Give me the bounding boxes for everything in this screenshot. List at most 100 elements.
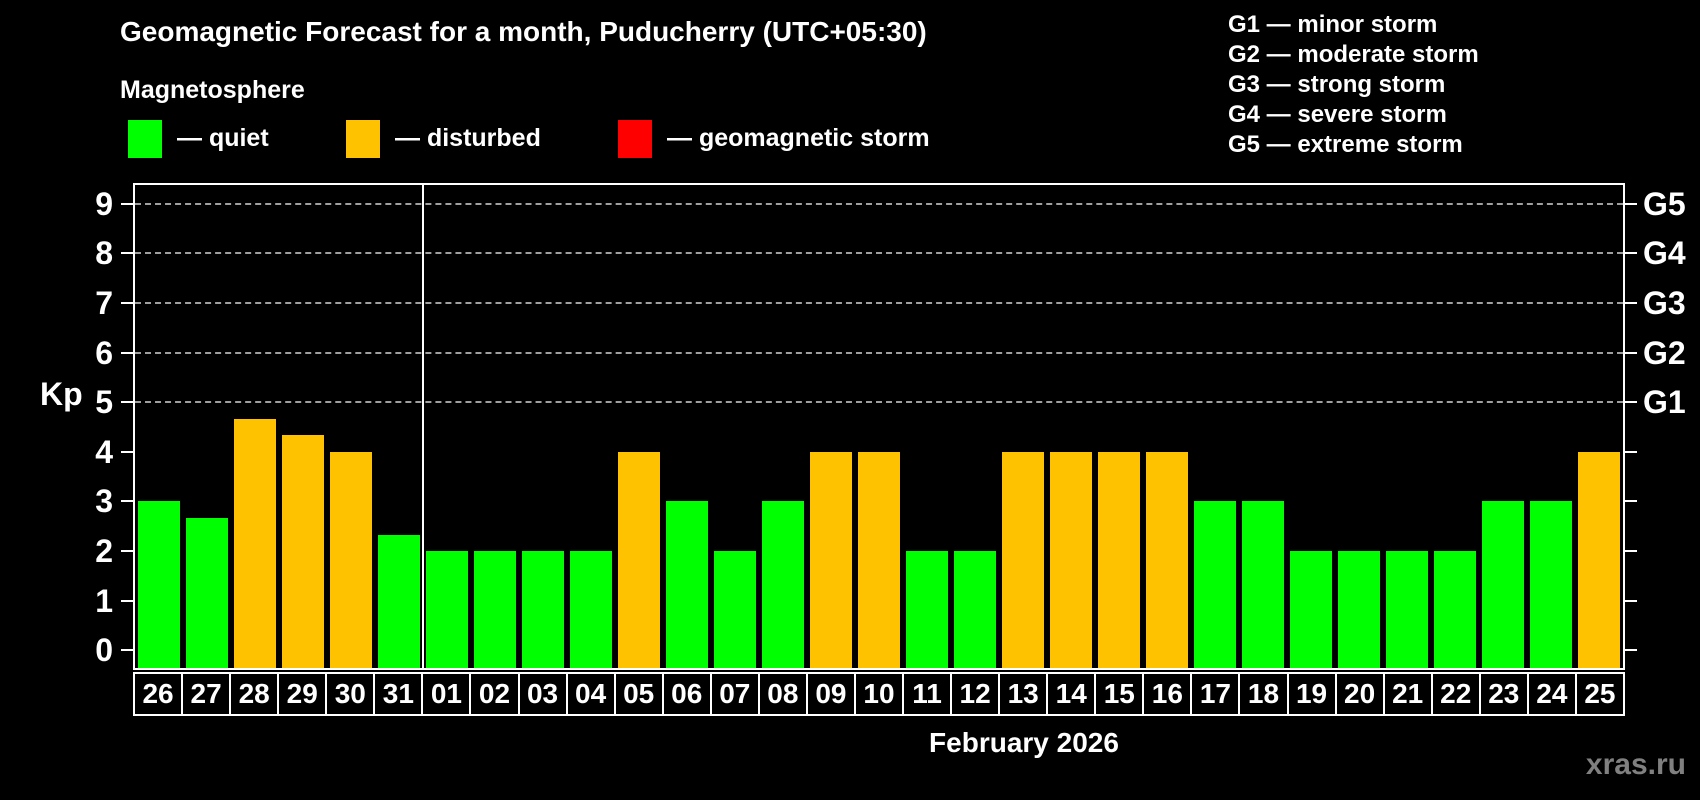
storm-scale-g2: G2 — moderate storm <box>1228 41 1479 68</box>
kp-bar-day-07 <box>714 550 756 668</box>
kp-bar-day-17 <box>1194 501 1236 668</box>
kp-bar-day-24 <box>1530 501 1572 668</box>
kp-bar-day-06 <box>666 501 708 668</box>
date-cell-27: 27 <box>181 672 232 716</box>
legend-item-disturbed: — disturbed <box>346 119 541 158</box>
date-cell-17: 17 <box>1190 672 1241 716</box>
y-axis-label-2: 2 <box>95 532 113 569</box>
date-cell-23: 23 <box>1478 672 1529 716</box>
kp-bar-day-21 <box>1386 550 1428 668</box>
kp-bar-day-04 <box>570 550 612 668</box>
kp-bar-day-30 <box>330 451 372 668</box>
date-cell-01: 01 <box>421 672 472 716</box>
kp-bar-day-16 <box>1146 451 1188 668</box>
y-axis-tick-right-9 <box>1625 202 1637 205</box>
legend-item-geomagnetic-storm: — geomagnetic storm <box>618 119 930 158</box>
y-axis-tick-right-0 <box>1625 649 1637 652</box>
storm-scale-g5: G5 — extreme storm <box>1228 131 1463 158</box>
y-axis-tick-left-9 <box>121 202 133 205</box>
kp-bar-day-31 <box>378 534 420 668</box>
y-axis-tick-right-5 <box>1625 401 1637 404</box>
right-axis-label-g2: G2 <box>1643 334 1686 371</box>
y-axis-tick-left-6 <box>121 351 133 354</box>
kp-bar-day-25 <box>1578 451 1620 668</box>
y-axis-label-9: 9 <box>95 185 113 222</box>
legend-item-quiet: — quiet <box>128 119 269 158</box>
y-axis-label-8: 8 <box>95 235 113 272</box>
date-cell-14: 14 <box>1046 672 1097 716</box>
y-axis-label-6: 6 <box>95 334 113 371</box>
date-cell-11: 11 <box>902 672 953 716</box>
date-cell-21: 21 <box>1382 672 1433 716</box>
y-axis-tick-left-8 <box>121 252 133 255</box>
y-axis-tick-right-3 <box>1625 500 1637 503</box>
x-axis-date-row: 26 27 28 29 30 31 01 02 03 04 05 06 07 08 09 10 11 12 13 14… <box>133 672 1625 716</box>
gridline-kp5 <box>135 401 1623 404</box>
date-cell-03: 03 <box>517 672 568 716</box>
kp-bar-day-14 <box>1050 451 1092 668</box>
storm-scale-g4: G4 — severe storm <box>1228 101 1447 128</box>
right-axis-label-g3: G3 <box>1643 285 1686 322</box>
gridline-kp6 <box>135 351 1623 354</box>
y-axis-tick-right-1 <box>1625 599 1637 602</box>
date-cell-18: 18 <box>1238 672 1289 716</box>
y-axis-label-0: 0 <box>95 632 113 669</box>
date-cell-10: 10 <box>853 672 904 716</box>
kp-bar-day-13 <box>1002 451 1044 668</box>
kp-bar-day-26 <box>138 501 180 668</box>
date-cell-13: 13 <box>998 672 1049 716</box>
y-axis-label-5: 5 <box>95 384 113 421</box>
date-cell-24: 24 <box>1526 672 1577 716</box>
y-axis-tick-left-3 <box>121 500 133 503</box>
y-axis-tick-left-1 <box>121 599 133 602</box>
gridline-kp7 <box>135 302 1623 305</box>
y-axis-label-4: 4 <box>95 433 113 470</box>
y-axis-tick-right-2 <box>1625 549 1637 552</box>
date-cell-06: 06 <box>661 672 712 716</box>
y-axis-title: Kp <box>40 376 83 412</box>
date-cell-26: 26 <box>133 672 184 716</box>
kp-bar-day-08 <box>762 501 804 668</box>
date-cell-07: 07 <box>709 672 760 716</box>
date-cell-20: 20 <box>1334 672 1385 716</box>
y-axis-label-3: 3 <box>95 483 113 520</box>
legend-label-quiet: — quiet <box>177 124 269 152</box>
date-cell-29: 29 <box>277 672 328 716</box>
x-axis-month-label: February 2026 <box>929 727 1119 758</box>
kp-bar-day-05 <box>618 451 660 668</box>
date-cell-15: 15 <box>1094 672 1145 716</box>
chart-title: Geomagnetic Forecast for a month, Puduch… <box>120 16 927 47</box>
kp-bar-day-29 <box>282 435 324 668</box>
kp-bar-day-09 <box>810 451 852 668</box>
date-cell-12: 12 <box>950 672 1001 716</box>
gridline-kp9 <box>135 202 1623 205</box>
legend-label-geomagnetic-storm: — geomagnetic storm <box>667 124 930 152</box>
gridline-kp8 <box>135 252 1623 255</box>
kp-bar-day-10 <box>858 451 900 668</box>
date-cell-19: 19 <box>1286 672 1337 716</box>
kp-bar-day-03 <box>522 550 564 668</box>
date-cell-02: 02 <box>469 672 520 716</box>
legend-label-disturbed: — disturbed <box>395 124 541 152</box>
y-axis-tick-left-0 <box>121 649 133 652</box>
storm-scale-legend: G1 — minor storm G2 — moderate storm G3 … <box>1228 10 1479 160</box>
y-axis-label-7: 7 <box>95 285 113 322</box>
date-cell-08: 08 <box>757 672 808 716</box>
kp-bar-day-28 <box>234 418 276 668</box>
storm-scale-g3: G3 — strong storm <box>1228 71 1446 98</box>
disturbed-color-swatch <box>346 119 380 158</box>
date-cell-28: 28 <box>229 672 280 716</box>
kp-bar-day-22 <box>1434 550 1476 668</box>
date-cell-22: 22 <box>1430 672 1481 716</box>
kp-bar-day-27 <box>186 517 228 668</box>
y-axis-tick-left-7 <box>121 302 133 305</box>
chart-subtitle: Magnetosphere <box>120 76 305 104</box>
date-cell-09: 09 <box>805 672 856 716</box>
quiet-color-swatch <box>128 119 162 158</box>
y-axis-label-1: 1 <box>95 582 113 619</box>
date-cell-05: 05 <box>613 672 664 716</box>
y-axis-tick-right-8 <box>1625 252 1637 255</box>
right-axis-label-g4: G4 <box>1643 235 1686 272</box>
kp-bar-day-01 <box>426 550 468 668</box>
kp-bar-day-02 <box>474 550 516 668</box>
